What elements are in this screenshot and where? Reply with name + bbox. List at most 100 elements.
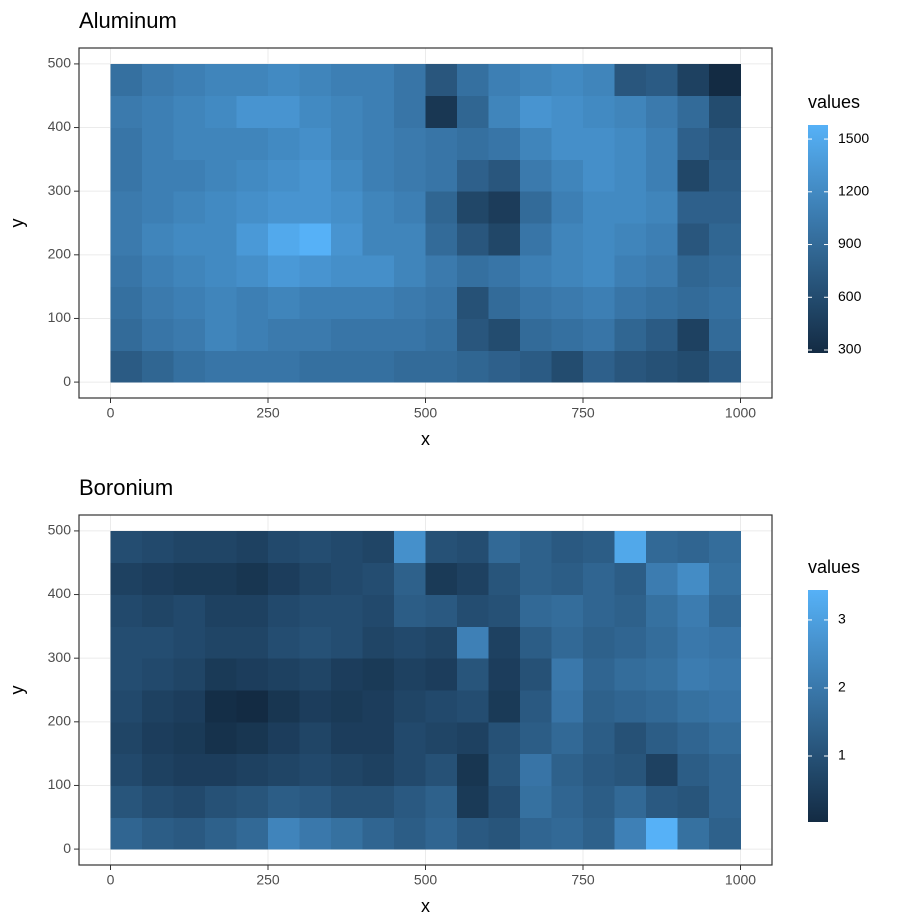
- heat-cell: [394, 254, 426, 288]
- chart-title: Boronium: [79, 475, 173, 500]
- y-tick-label: 400: [48, 585, 72, 601]
- heat-cell: [457, 127, 489, 160]
- heat-cell: [236, 159, 269, 192]
- heat-cell: [331, 191, 363, 224]
- heat-cell: [583, 350, 615, 383]
- heat-cell: [709, 63, 741, 97]
- y-tick-label: 400: [48, 118, 72, 134]
- heat-cell: [110, 191, 143, 224]
- legend-label: 1500: [838, 130, 869, 146]
- heat-cell: [425, 753, 458, 786]
- heat-cell: [205, 594, 237, 627]
- heat-cell: [709, 721, 741, 755]
- heat-cell: [173, 191, 206, 224]
- heat-cell: [614, 95, 647, 129]
- heat-cell: [425, 95, 458, 129]
- heat-cell: [394, 95, 426, 129]
- heat-cell: [394, 721, 426, 755]
- heat-cell: [520, 63, 552, 97]
- heat-cell: [425, 223, 458, 256]
- heat-cell: [425, 159, 458, 192]
- heat-cell: [614, 562, 647, 596]
- heat-cell: [551, 785, 584, 818]
- heat-cell: [677, 817, 710, 850]
- heat-cell: [110, 753, 143, 786]
- heat-cell: [236, 286, 269, 319]
- heat-cell: [362, 95, 395, 129]
- heat-cell: [362, 785, 395, 818]
- heat-cell: [331, 95, 363, 129]
- heat-cell: [236, 63, 269, 97]
- heat-cell: [205, 223, 237, 256]
- heat-cell: [614, 690, 647, 723]
- legend-label: 2: [838, 679, 846, 695]
- heat-cell: [142, 626, 174, 659]
- heat-cell: [142, 63, 174, 97]
- heat-cell: [394, 594, 426, 627]
- heat-cell: [709, 530, 741, 564]
- heat-cell: [520, 690, 552, 723]
- heat-cell: [173, 318, 206, 351]
- heat-cell: [299, 753, 332, 786]
- heat-cell: [677, 690, 710, 723]
- heat-cell: [583, 254, 615, 288]
- heat-cell: [236, 785, 269, 818]
- heat-cell: [457, 562, 489, 596]
- heat-cell: [394, 286, 426, 319]
- heat-cell: [488, 817, 521, 850]
- heat-cell: [457, 785, 489, 818]
- x-tick-label: 250: [256, 872, 280, 888]
- heat-cell: [583, 594, 615, 627]
- heat-cell: [110, 817, 143, 850]
- heat-cell: [520, 286, 552, 319]
- heat-cell: [709, 658, 741, 691]
- heat-cell: [173, 127, 206, 160]
- heat-cell: [331, 530, 363, 564]
- heat-cell: [677, 530, 710, 564]
- heat-cell: [236, 530, 269, 564]
- heat-cell: [583, 223, 615, 256]
- heat-cell: [488, 562, 521, 596]
- heat-cell: [551, 594, 584, 627]
- heat-cell: [551, 690, 584, 723]
- heat-cell: [110, 223, 143, 256]
- heat-cell: [268, 286, 300, 319]
- heat-cell: [488, 753, 521, 786]
- heat-cell: [268, 753, 300, 786]
- heat-cell: [299, 191, 332, 224]
- heat-cell: [236, 626, 269, 659]
- heat-cell: [205, 817, 237, 850]
- heat-cell: [173, 350, 206, 383]
- heat-cell: [520, 223, 552, 256]
- heat-cell: [362, 690, 395, 723]
- heat-cell: [236, 223, 269, 256]
- heat-cell: [331, 658, 363, 691]
- heat-cell: [205, 191, 237, 224]
- heat-cell: [299, 223, 332, 256]
- heat-cell: [362, 530, 395, 564]
- heat-cell: [488, 530, 521, 564]
- heat-cell: [236, 594, 269, 627]
- heat-cell: [205, 127, 237, 160]
- heat-cell: [425, 63, 458, 97]
- heat-cell: [646, 753, 678, 786]
- heat-cell: [677, 159, 710, 192]
- heat-cell: [173, 721, 206, 755]
- heat-cell: [362, 223, 395, 256]
- heat-cell: [614, 753, 647, 786]
- heat-cell: [394, 127, 426, 160]
- heat-cell: [425, 350, 458, 383]
- heat-cell: [331, 626, 363, 659]
- heat-cell: [488, 785, 521, 818]
- legend-title: values: [808, 557, 860, 577]
- heat-cell: [268, 690, 300, 723]
- heat-cell: [362, 350, 395, 383]
- heat-cell: [677, 254, 710, 288]
- heat-cell: [362, 817, 395, 850]
- heat-cell: [394, 562, 426, 596]
- heat-cell: [299, 721, 332, 755]
- y-axis-title: y: [7, 686, 27, 695]
- heat-cell: [268, 191, 300, 224]
- x-tick-label: 0: [107, 872, 115, 888]
